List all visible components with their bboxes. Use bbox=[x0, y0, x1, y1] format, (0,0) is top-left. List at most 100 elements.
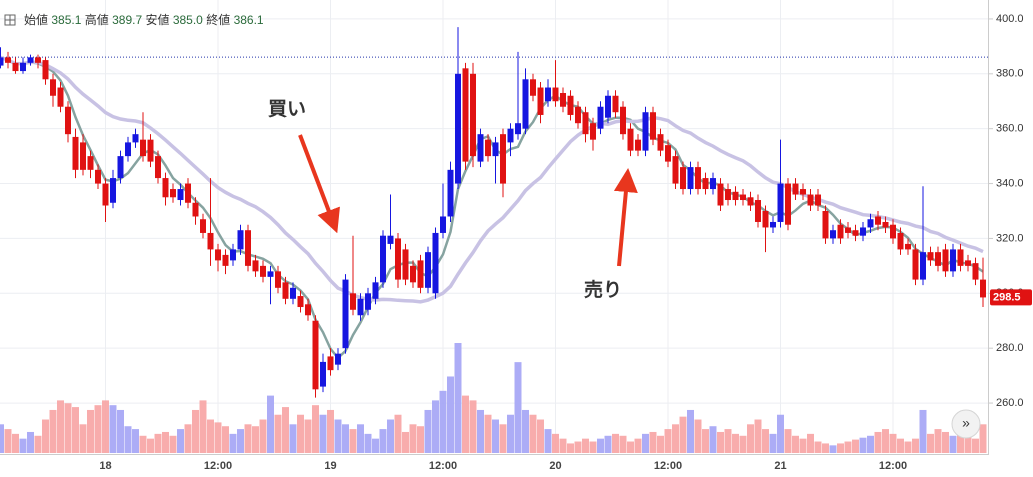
candle-body bbox=[905, 243, 911, 250]
volume-bar bbox=[259, 419, 267, 453]
volume-bar bbox=[124, 426, 132, 453]
volume-bar bbox=[919, 409, 927, 453]
volume-bar bbox=[139, 435, 147, 453]
y-tick-label: 360.0 bbox=[996, 123, 1024, 135]
volume-bar bbox=[762, 429, 769, 453]
volume-bar bbox=[702, 429, 709, 453]
volume-bar bbox=[282, 407, 289, 453]
candle-body bbox=[350, 293, 356, 310]
volume-bar bbox=[319, 414, 327, 453]
candle-body bbox=[567, 95, 574, 115]
candle-body bbox=[57, 87, 64, 107]
candle-body bbox=[755, 200, 761, 222]
candle-body bbox=[725, 189, 731, 201]
candle-body bbox=[620, 106, 626, 135]
volume-bar bbox=[199, 400, 207, 453]
candle-body bbox=[822, 210, 829, 239]
x-tick-label: 12:00 bbox=[204, 460, 232, 472]
candle-body bbox=[740, 194, 746, 201]
candle-body bbox=[50, 79, 56, 96]
candle-body bbox=[792, 183, 799, 195]
candle-body bbox=[0, 57, 4, 66]
candle-body bbox=[432, 232, 439, 294]
volume-bar bbox=[109, 405, 117, 453]
candle-body bbox=[275, 271, 281, 288]
candle-body bbox=[440, 216, 446, 233]
candle-body bbox=[87, 156, 94, 170]
volume-bar bbox=[912, 438, 919, 453]
candle-body bbox=[5, 57, 11, 63]
candle-body bbox=[560, 93, 566, 107]
volume-bar bbox=[769, 433, 777, 453]
volume-bar bbox=[492, 419, 499, 453]
candle-body bbox=[425, 252, 431, 288]
volume-bar bbox=[972, 438, 979, 453]
volume-bar bbox=[792, 435, 799, 453]
candle-body bbox=[642, 112, 649, 151]
candle-body bbox=[342, 279, 349, 349]
candle-body bbox=[312, 320, 319, 390]
candle-body bbox=[485, 139, 491, 157]
candle-body bbox=[177, 189, 184, 201]
candle-body bbox=[35, 57, 41, 63]
volume-bar bbox=[417, 426, 424, 453]
candle-body bbox=[125, 142, 131, 157]
candle-body bbox=[650, 112, 656, 140]
volume-bar bbox=[867, 435, 874, 453]
candle-body bbox=[365, 293, 371, 310]
candle-body bbox=[327, 356, 334, 371]
volume-bar bbox=[289, 424, 297, 453]
x-tick-label: 21 bbox=[774, 460, 786, 472]
legend-value: 389.7 bbox=[112, 13, 142, 27]
volume-bar bbox=[844, 441, 852, 453]
candle-body bbox=[545, 87, 551, 102]
volume-bar bbox=[619, 435, 627, 453]
volume-bar bbox=[357, 424, 364, 453]
volume-bar bbox=[649, 431, 657, 453]
volume-bar bbox=[979, 424, 987, 453]
moving-average bbox=[0, 55, 984, 304]
annotation: 買い bbox=[268, 98, 306, 120]
volume-bar bbox=[484, 414, 492, 453]
candle-body bbox=[747, 197, 754, 206]
candle-body bbox=[387, 235, 394, 244]
volume-bar bbox=[874, 431, 882, 453]
volume-bar bbox=[499, 424, 507, 453]
volume-bar bbox=[252, 426, 259, 453]
volume-bar bbox=[754, 419, 762, 453]
volume-bar bbox=[57, 400, 64, 453]
volume-bar bbox=[462, 395, 469, 453]
volume-bar bbox=[957, 433, 964, 453]
volume-bar bbox=[304, 419, 312, 453]
volume-bar bbox=[409, 424, 417, 453]
candle-body bbox=[230, 249, 236, 261]
candle-body bbox=[830, 230, 836, 239]
candle-body bbox=[447, 169, 454, 217]
legend-value: 385.1 bbox=[51, 13, 81, 27]
ohlc-legend: 始値 385.1 高値 389.7 安値 385.0 終値 386.1 bbox=[24, 12, 264, 27]
annotation-arrow bbox=[298, 134, 340, 234]
candle-body bbox=[417, 260, 424, 288]
volume-bar bbox=[132, 429, 139, 453]
candle-body bbox=[950, 249, 956, 272]
volume-bar bbox=[349, 429, 357, 453]
y-tick-label: 340.0 bbox=[996, 177, 1024, 189]
candle-body bbox=[687, 167, 694, 190]
volume-bar bbox=[177, 429, 184, 453]
volume-bar bbox=[777, 414, 784, 453]
candle-body bbox=[372, 282, 379, 299]
candle-body bbox=[717, 183, 724, 206]
volume-bar bbox=[822, 443, 829, 453]
volume-bar bbox=[469, 400, 477, 453]
volume-bar bbox=[522, 409, 529, 453]
volume-bar bbox=[274, 414, 282, 453]
scroll-button[interactable] bbox=[951, 409, 981, 439]
candle-body bbox=[590, 123, 596, 140]
volume-bar bbox=[732, 433, 739, 453]
x-tick-label: 19 bbox=[324, 460, 336, 472]
volume-bar bbox=[424, 409, 432, 453]
volume-bar bbox=[454, 343, 462, 453]
scroll-icon: » bbox=[962, 415, 970, 431]
volume-bar bbox=[402, 431, 409, 453]
candle-body bbox=[785, 183, 791, 225]
